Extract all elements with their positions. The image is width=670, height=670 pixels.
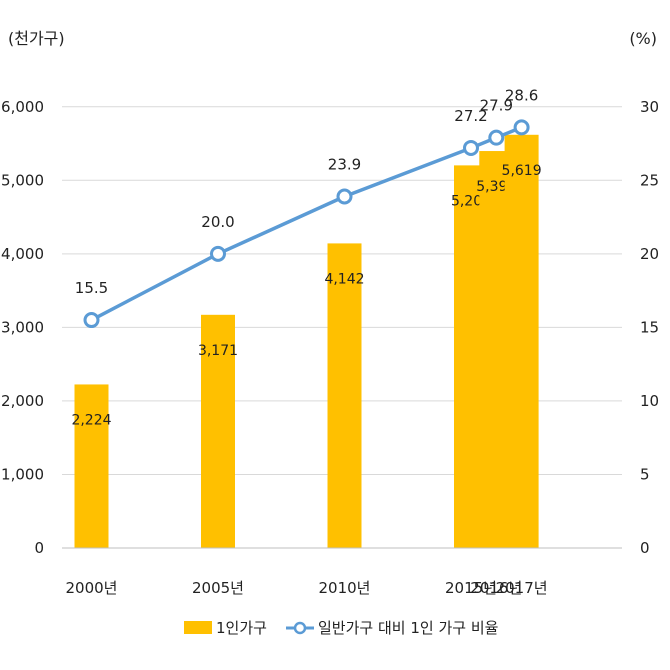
line-marker xyxy=(83,312,100,329)
left-axis-unit-label: (천가구) xyxy=(8,29,65,48)
line-data-label: 27.9 xyxy=(480,97,513,115)
y-left-tick-label: 5,000 xyxy=(1,171,44,189)
axes: 0 1,000 2,000 3,000 4,000 5,000 6,000 0 5 10 15 20 2… xyxy=(1,98,659,597)
line-series: 15.5 20.0 23.9 27.227.928.6 xyxy=(75,86,538,329)
y-left-tick-label: 0 xyxy=(34,539,44,557)
bar xyxy=(201,314,235,548)
line-data-label: 28.6 xyxy=(505,86,538,104)
line-data-label: 20.0 xyxy=(201,213,234,231)
legend-label-bar: 1인가구 xyxy=(216,619,267,637)
y-left-tick-label: 4,000 xyxy=(1,245,44,263)
x-tick-label: 2015년 xyxy=(445,579,497,597)
x-tick-label: 2010년 xyxy=(319,579,371,597)
y-right-tick-label: 20 xyxy=(640,245,659,263)
right-axis-unit-label: (%) xyxy=(629,29,657,48)
y-right-tick-label: 25 xyxy=(640,171,659,189)
y-left-tick-label: 1,000 xyxy=(1,465,44,483)
bar xyxy=(504,134,539,548)
y-right-tick-label: 10 xyxy=(640,392,659,410)
y-right-tick-label: 15 xyxy=(640,318,659,336)
y-left-tick-label: 2,000 xyxy=(1,392,44,410)
line-marker xyxy=(463,139,479,156)
line-marker xyxy=(336,188,353,205)
x-tick-label: 2017년 xyxy=(496,579,548,597)
line-marker xyxy=(210,245,226,262)
bar xyxy=(74,384,109,548)
bar-data-label: 2,224 xyxy=(71,412,111,428)
y-right-tick-label: 30 xyxy=(640,98,659,116)
legend-swatch-bar xyxy=(184,621,212,634)
legend: 1인가구 일반가구 대비 1인 가구 비율 xyxy=(184,619,498,637)
line-data-label: 27.2 xyxy=(454,107,487,125)
bar-data-label: 5,619 xyxy=(502,163,542,179)
y-right-tick-label: 5 xyxy=(640,465,650,483)
y-left-tick-label: 6,000 xyxy=(1,98,44,116)
bar xyxy=(327,243,362,548)
x-tick-label: 2005년 xyxy=(192,579,244,597)
legend-swatch-marker xyxy=(293,621,307,635)
line-marker xyxy=(513,119,530,136)
legend-label-line: 일반가구 대비 1인 가구 비율 xyxy=(318,619,498,637)
line-data-label: 23.9 xyxy=(328,155,361,173)
bar-data-label: 3,171 xyxy=(198,343,238,359)
x-tick-label: 2000년 xyxy=(66,579,118,597)
y-right-tick-label: 0 xyxy=(640,539,650,557)
bar-data-label: 4,142 xyxy=(324,271,364,287)
x-tick-label: 2016년 xyxy=(470,579,522,597)
line-data-label: 15.5 xyxy=(75,279,108,297)
line-marker xyxy=(488,129,505,146)
y-left-tick-label: 3,000 xyxy=(1,318,44,336)
